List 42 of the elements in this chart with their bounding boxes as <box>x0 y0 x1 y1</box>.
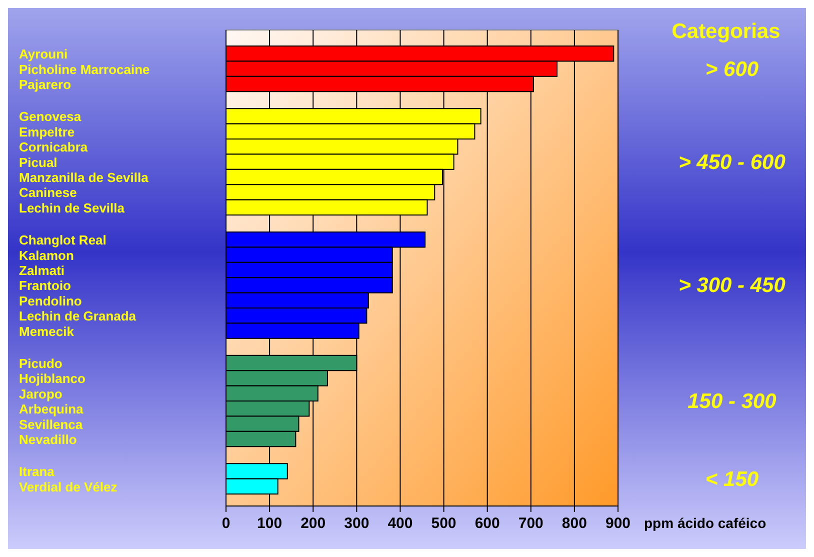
x-tick-label: 0 <box>222 515 230 532</box>
x-tick-label: 700 <box>518 515 544 532</box>
y-tick-label: Jaropo <box>19 386 62 402</box>
text: 150 - 300 <box>688 390 777 413</box>
x-tick-label: 800 <box>562 515 587 532</box>
y-tick-label: Cornicabra <box>19 140 88 155</box>
y-tick-label: Lechin de Granada <box>19 308 137 324</box>
y-tick-label: Caninese <box>19 185 77 200</box>
x-tick-label: 200 <box>300 515 326 532</box>
x-tick-label: 500 <box>431 515 456 532</box>
x-tick-label: 300 <box>344 515 370 532</box>
x-tick-label: 100 <box>257 515 282 532</box>
y-tick-label: Zalmati <box>19 263 65 278</box>
x-axis-title: ppm ácido caféico <box>644 515 766 531</box>
x-tick-label: 600 <box>474 515 500 532</box>
y-tick-label: Genovesa <box>19 109 82 124</box>
x-tick-label: 400 <box>388 515 413 532</box>
y-tick-label: Pendolino <box>19 293 82 308</box>
y-tick-label: Itrana <box>19 464 56 480</box>
text: > 300 - 450 <box>678 274 786 298</box>
text: > 600 <box>705 58 759 81</box>
y-tick-label: Lechin de Sevilla <box>19 200 126 216</box>
y-tick-label: Manzanilla de Sevilla <box>19 170 150 185</box>
y-tick-label: Picholine Marrocaine <box>19 62 150 77</box>
x-tick-label: 900 <box>605 515 631 532</box>
y-tick-label: Empeltre <box>19 124 75 140</box>
text: < 150 <box>705 468 759 491</box>
y-tick-label: Arbequina <box>19 402 84 417</box>
y-tick-label: Verdial de Vélez <box>19 479 118 494</box>
y-tick-label: Sevillenca <box>19 416 84 432</box>
text: > 450 - 600 <box>678 150 786 174</box>
y-tick-label: Ayrouni <box>19 46 68 62</box>
y-tick-label: Memecik <box>19 324 75 339</box>
y-tick-label: Kalamon <box>19 248 74 263</box>
y-tick-label: Changlot Real <box>19 232 106 248</box>
y-tick-label: Picual <box>19 154 58 170</box>
y-tick-label: Frantoio <box>19 278 72 294</box>
y-tick-label: Picudo <box>19 356 62 371</box>
legend-title: Categorias <box>672 20 780 43</box>
y-tick-label: Hojiblanco <box>19 371 86 386</box>
y-tick-label: Pajarero <box>19 77 72 92</box>
y-tick-label: Nevadillo <box>19 432 77 447</box>
